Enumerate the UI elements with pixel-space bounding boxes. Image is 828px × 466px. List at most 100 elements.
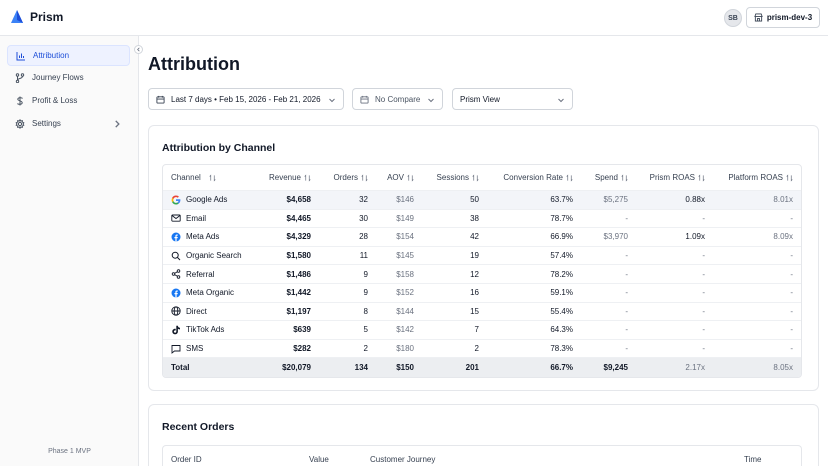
user-avatar[interactable]: SB [724, 9, 742, 27]
channel-name: Meta Ads [186, 232, 220, 242]
workspace-button[interactable]: prism-dev-3 [746, 7, 820, 28]
revenue-cell: $4,329 [286, 232, 311, 242]
prism-roas-cell: - [702, 288, 705, 298]
recent-orders-card: Recent Orders Order ID Value Customer Jo… [148, 404, 819, 466]
calendar-icon [360, 95, 369, 104]
table-row[interactable]: Organic Search $1,580 11 $145 19 57.4% - - - [163, 247, 801, 266]
platform-roas-cell: - [790, 269, 793, 279]
column-header-orders[interactable]: Orders [334, 165, 368, 190]
column-header-order-id[interactable]: Order ID [171, 455, 202, 464]
calendar-icon [156, 95, 165, 104]
sort-icon [361, 173, 368, 182]
column-header-conversion-rate[interactable]: Conversion Rate [503, 165, 573, 190]
channel-name: Direct [186, 306, 207, 316]
column-header-prism-roas[interactable]: Prism ROAS [650, 165, 705, 190]
sessions-cell: 38 [470, 213, 479, 223]
column-header-spend[interactable]: Spend [595, 165, 628, 190]
sidebar-item-label: Settings [32, 119, 61, 128]
orders-cell: 30 [359, 213, 368, 223]
channel-name: Email [186, 213, 207, 223]
total-conversion-rate: 66.7% [550, 363, 573, 373]
column-header-platform-roas[interactable]: Platform ROAS [728, 165, 793, 190]
workspace-label: prism-dev-3 [766, 13, 813, 22]
sessions-cell: 19 [470, 251, 479, 261]
sessions-cell: 50 [470, 195, 479, 205]
revenue-cell: $639 [293, 325, 311, 335]
meta-icon [171, 288, 181, 298]
column-header-time[interactable]: Time [744, 455, 762, 464]
total-revenue: $20,079 [282, 363, 311, 373]
revenue-cell: $282 [293, 344, 311, 354]
brand[interactable]: Prism [10, 9, 63, 25]
revenue-cell: $4,658 [286, 195, 311, 205]
date-range-picker[interactable]: Last 7 days • Feb 15, 2026 - Feb 21, 202… [148, 88, 344, 110]
table-row[interactable]: TikTok Ads $639 5 $142 7 64.3% - - - [163, 321, 801, 340]
column-header-customer-journey[interactable]: Customer Journey [370, 455, 436, 464]
platform-roas-cell: 8.01x [773, 195, 793, 205]
sessions-cell: 15 [470, 306, 479, 316]
sidebar-collapse-button[interactable] [134, 45, 143, 54]
sort-icon [472, 173, 479, 182]
share-icon [171, 269, 181, 279]
total-aov: $150 [396, 363, 414, 373]
table-row[interactable]: Direct $1,197 8 $144 15 55.4% - - - [163, 303, 801, 322]
spend-cell: - [625, 269, 628, 279]
conversion-rate-cell: 78.7% [550, 213, 573, 223]
recent-orders-title: Recent Orders [162, 421, 235, 433]
channel-cell: Email [171, 210, 206, 228]
sort-icon [209, 173, 216, 182]
search-icon [171, 251, 181, 261]
message-icon [171, 344, 181, 354]
table-row[interactable]: Google Ads $4,658 32 $146 50 63.7% $5,275 0.88x… [163, 191, 801, 210]
sidebar-item-label: Attribution [33, 51, 70, 60]
channel-name: SMS [186, 344, 204, 354]
revenue-cell: $4,465 [286, 213, 311, 223]
compare-select[interactable]: No Compare [352, 88, 443, 110]
conversion-rate-cell: 59.1% [550, 288, 573, 298]
chevron-down-icon [558, 98, 564, 103]
conversion-rate-cell: 66.9% [550, 232, 573, 242]
table-row[interactable]: Meta Organic $1,442 9 $152 16 59.1% - - - [163, 284, 801, 303]
table-row[interactable]: Meta Ads $4,329 28 $154 42 66.9% $3,970 1.09x 8.… [163, 228, 801, 247]
view-label: Prism View [460, 94, 500, 104]
channel-cell: Meta Organic [171, 284, 234, 302]
sidebar-item-attribution[interactable]: Attribution [7, 45, 130, 66]
channel-cell: Meta Ads [171, 228, 219, 246]
attribution-table: Channel Revenue Orders AOV Sessions Conv… [162, 164, 802, 378]
orders-cell: 32 [359, 195, 368, 205]
sort-icon [304, 173, 311, 182]
column-header-aov[interactable]: AOV [387, 165, 414, 190]
platform-roas-cell: - [790, 325, 793, 335]
view-select[interactable]: Prism View [452, 88, 573, 110]
compare-label: No Compare [375, 94, 421, 104]
prism-roas-cell: - [702, 213, 705, 223]
conversion-rate-cell: 78.2% [550, 269, 573, 279]
aov-cell: $142 [396, 325, 414, 335]
git-branch-icon [15, 72, 25, 83]
total-sessions: 201 [465, 363, 479, 373]
aov-cell: $180 [396, 344, 414, 354]
column-header-revenue[interactable]: Revenue [269, 165, 311, 190]
spend-cell: - [625, 344, 628, 354]
orders-cell: 5 [363, 325, 368, 335]
spend-cell: $3,970 [603, 232, 628, 242]
sidebar: Attribution Journey Flows Profit & Loss … [0, 36, 139, 466]
column-header-value[interactable]: Value [309, 455, 329, 464]
aov-cell: $149 [396, 213, 414, 223]
sidebar-item-profit-loss[interactable]: Profit & Loss [7, 90, 130, 111]
table-row[interactable]: Referral $1,486 9 $158 12 78.2% - - - [163, 265, 801, 284]
chevron-down-icon [428, 98, 434, 103]
aov-cell: $146 [396, 195, 414, 205]
column-header-sessions[interactable]: Sessions [437, 165, 479, 190]
sidebar-item-settings[interactable]: Settings [7, 113, 130, 134]
revenue-cell: $1,486 [286, 269, 311, 279]
recent-orders-table: Order ID Value Customer Journey Time [162, 445, 802, 466]
globe-icon [171, 306, 181, 317]
table-row[interactable]: Email $4,465 30 $149 38 78.7% - - - [163, 210, 801, 229]
sidebar-item-journey-flows[interactable]: Journey Flows [7, 67, 130, 88]
column-header-channel[interactable]: Channel [171, 165, 216, 190]
total-label: Total [171, 363, 190, 373]
conversion-rate-cell: 57.4% [550, 251, 573, 261]
orders-cell: 9 [363, 288, 368, 298]
table-row[interactable]: SMS $282 2 $180 2 78.3% - - - [163, 340, 801, 359]
